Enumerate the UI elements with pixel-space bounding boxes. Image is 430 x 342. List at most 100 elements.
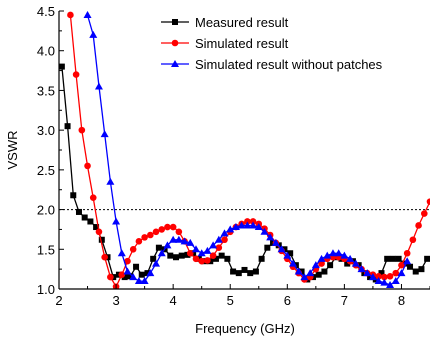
data-point [121, 274, 128, 281]
data-point [384, 255, 391, 262]
data-point [152, 228, 160, 236]
data-point [123, 267, 132, 275]
data-point [178, 252, 185, 259]
data-point [334, 249, 343, 257]
data-point [398, 261, 405, 269]
data-point [152, 259, 161, 267]
x-tick-label: 2 [55, 293, 62, 308]
data-point [138, 271, 145, 278]
data-point [415, 222, 422, 229]
data-point [84, 162, 91, 170]
data-point [209, 252, 217, 259]
data-point [180, 237, 189, 245]
data-point [212, 255, 219, 262]
data-point [321, 268, 328, 275]
data-point [241, 266, 248, 273]
x-tick-label: 4 [170, 293, 177, 308]
data-point [315, 271, 322, 278]
data-point [175, 228, 183, 236]
data-point [391, 277, 400, 285]
legend-label: Simulated result without patches [195, 57, 383, 72]
data-point [203, 246, 212, 254]
data-point [252, 268, 259, 275]
data-point [412, 268, 419, 275]
plot-area [59, 11, 430, 289]
data-point [306, 269, 315, 277]
data-point [264, 244, 271, 251]
data-point [107, 273, 114, 281]
data-point [287, 250, 294, 257]
y-tick-label: 2.0 [37, 203, 55, 218]
data-point [186, 238, 195, 246]
data-point [426, 198, 430, 205]
data-point [311, 261, 320, 269]
data-point [101, 253, 108, 261]
x-axis-title: Frequency (GHz) [195, 321, 295, 336]
x-tick-label: 8 [398, 293, 405, 308]
data-point [218, 252, 225, 259]
data-point [226, 225, 235, 233]
x-tick-label: 5 [227, 293, 234, 308]
data-point [381, 273, 388, 281]
data-point [106, 177, 115, 185]
data-point [220, 229, 229, 237]
legend-label: Measured result [195, 15, 289, 30]
data-point [258, 255, 265, 262]
data-point [127, 273, 134, 280]
data-point [186, 249, 194, 257]
data-point [155, 244, 162, 251]
data-point [174, 235, 183, 243]
data-point [144, 270, 151, 277]
data-point [94, 82, 103, 90]
data-point [75, 208, 82, 215]
data-point [397, 269, 406, 277]
data-point [327, 262, 334, 269]
data-point [78, 126, 86, 134]
legend-label: Simulated result [195, 36, 289, 51]
data-point [146, 269, 155, 277]
data-point [235, 270, 242, 277]
data-point [378, 270, 385, 277]
data-point [215, 244, 223, 251]
data-point [386, 272, 394, 280]
data-point [59, 63, 65, 70]
data-point [133, 263, 140, 270]
data-point [169, 223, 177, 231]
y-axis-title: VSWR [5, 131, 20, 170]
data-point [147, 231, 154, 239]
data-point [129, 273, 138, 281]
data-point [98, 236, 105, 243]
data-point [407, 263, 414, 270]
data-point [328, 249, 337, 257]
data-point [224, 255, 231, 262]
y-tick-label: 3.0 [37, 123, 55, 138]
data-point [247, 270, 254, 277]
data-point [260, 227, 269, 235]
y-tick-label: 3.5 [37, 83, 55, 98]
data-point [420, 210, 428, 217]
data-point [158, 226, 166, 233]
y-tick-label: 4.5 [37, 4, 55, 19]
data-point [380, 278, 389, 286]
data-point [117, 249, 126, 257]
data-point [87, 218, 94, 225]
x-tick-label: 6 [284, 293, 291, 308]
data-point [289, 259, 298, 267]
data-point [100, 130, 109, 138]
data-point [392, 269, 400, 277]
data-point [70, 192, 77, 199]
data-point [140, 277, 149, 285]
data-point [214, 235, 223, 243]
data-point [367, 274, 374, 281]
data-point [204, 257, 211, 264]
data-point [277, 245, 286, 253]
data-point [340, 251, 349, 259]
data-point [368, 273, 377, 281]
data-point [346, 254, 355, 262]
data-point [418, 266, 425, 273]
data-point [317, 254, 326, 262]
data-point [83, 11, 92, 18]
data-point [129, 245, 137, 253]
legend: Measured result Simulated result Simulated… [161, 15, 383, 72]
